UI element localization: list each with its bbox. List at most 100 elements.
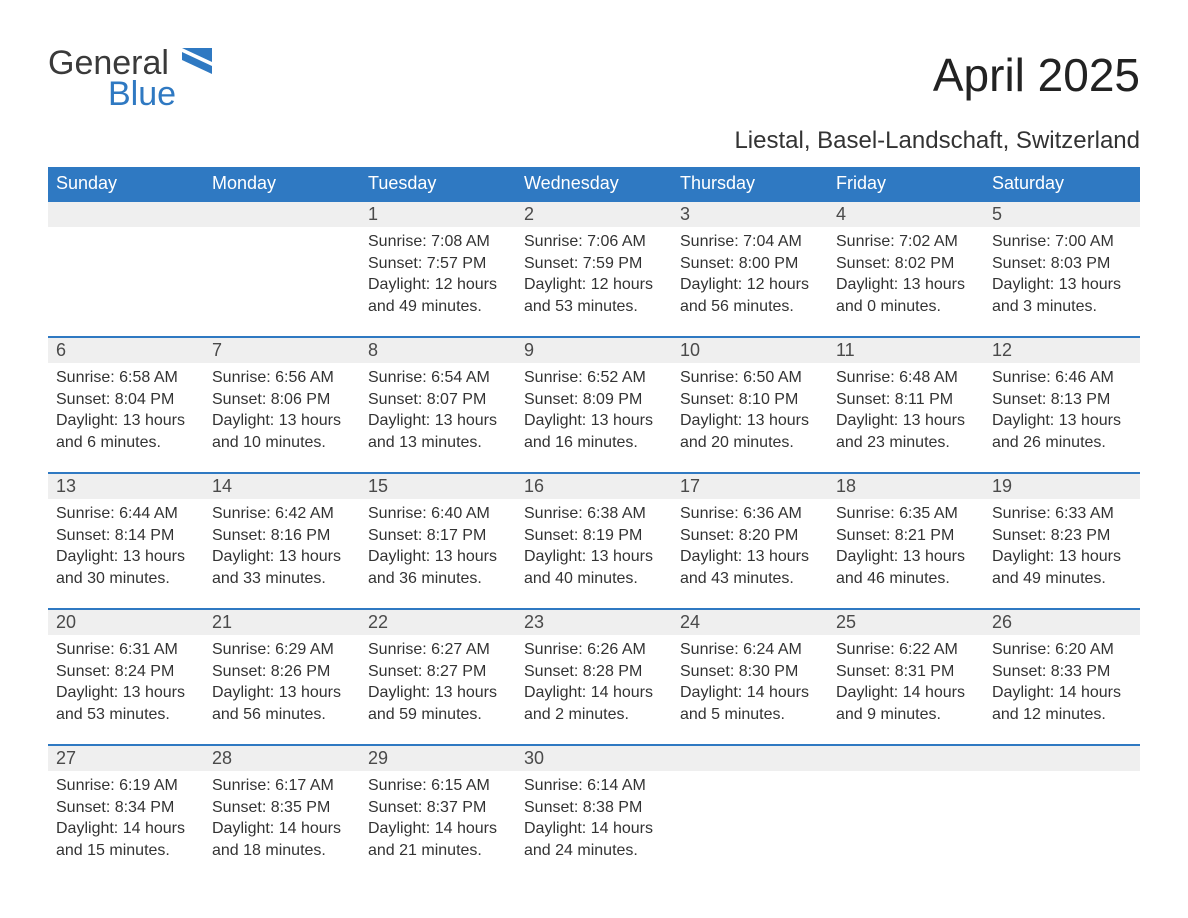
day-detail-text: Sunrise: 6:35 AM Sunset: 8:21 PM Dayligh… <box>836 503 976 589</box>
weekday-header: Thursday <box>672 167 828 201</box>
day-cell <box>48 227 204 337</box>
day-number: 10 <box>672 337 828 363</box>
day-body-row: Sunrise: 7:08 AM Sunset: 7:57 PM Dayligh… <box>48 227 1140 337</box>
day-cell: Sunrise: 6:15 AM Sunset: 8:37 PM Dayligh… <box>360 771 516 881</box>
day-number <box>48 201 204 227</box>
weekday-header: Monday <box>204 167 360 201</box>
day-number: 22 <box>360 609 516 635</box>
day-cell: Sunrise: 6:22 AM Sunset: 8:31 PM Dayligh… <box>828 635 984 745</box>
day-detail-text: Sunrise: 6:40 AM Sunset: 8:17 PM Dayligh… <box>368 503 508 589</box>
day-detail-text: Sunrise: 6:50 AM Sunset: 8:10 PM Dayligh… <box>680 367 820 453</box>
day-cell <box>828 771 984 881</box>
day-number: 7 <box>204 337 360 363</box>
day-detail-text: Sunrise: 7:00 AM Sunset: 8:03 PM Dayligh… <box>992 231 1132 317</box>
day-detail-text: Sunrise: 6:38 AM Sunset: 8:19 PM Dayligh… <box>524 503 664 589</box>
weekday-header: Saturday <box>984 167 1140 201</box>
day-detail-text: Sunrise: 6:14 AM Sunset: 8:38 PM Dayligh… <box>524 775 664 861</box>
flag-icon <box>182 48 212 79</box>
day-detail-text: Sunrise: 6:52 AM Sunset: 8:09 PM Dayligh… <box>524 367 664 453</box>
day-number: 24 <box>672 609 828 635</box>
weekday-header: Tuesday <box>360 167 516 201</box>
day-cell: Sunrise: 6:35 AM Sunset: 8:21 PM Dayligh… <box>828 499 984 609</box>
day-number: 1 <box>360 201 516 227</box>
day-number: 25 <box>828 609 984 635</box>
day-number: 16 <box>516 473 672 499</box>
day-number: 29 <box>360 745 516 771</box>
day-cell: Sunrise: 7:00 AM Sunset: 8:03 PM Dayligh… <box>984 227 1140 337</box>
day-body-row: Sunrise: 6:31 AM Sunset: 8:24 PM Dayligh… <box>48 635 1140 745</box>
day-number: 30 <box>516 745 672 771</box>
day-number-row: 27282930 <box>48 745 1140 771</box>
day-number: 2 <box>516 201 672 227</box>
day-body-row: Sunrise: 6:44 AM Sunset: 8:14 PM Dayligh… <box>48 499 1140 609</box>
day-detail-text: Sunrise: 6:27 AM Sunset: 8:27 PM Dayligh… <box>368 639 508 725</box>
day-number-row: 6789101112 <box>48 337 1140 363</box>
day-number <box>204 201 360 227</box>
day-detail-text: Sunrise: 6:15 AM Sunset: 8:37 PM Dayligh… <box>368 775 508 861</box>
day-cell: Sunrise: 7:06 AM Sunset: 7:59 PM Dayligh… <box>516 227 672 337</box>
day-number <box>828 745 984 771</box>
day-detail-text: Sunrise: 6:46 AM Sunset: 8:13 PM Dayligh… <box>992 367 1132 453</box>
day-number: 23 <box>516 609 672 635</box>
day-cell <box>672 771 828 881</box>
brand-word-2: Blue <box>108 75 176 113</box>
day-cell: Sunrise: 6:26 AM Sunset: 8:28 PM Dayligh… <box>516 635 672 745</box>
day-detail-text: Sunrise: 6:33 AM Sunset: 8:23 PM Dayligh… <box>992 503 1132 589</box>
day-cell: Sunrise: 6:31 AM Sunset: 8:24 PM Dayligh… <box>48 635 204 745</box>
day-number: 14 <box>204 473 360 499</box>
day-cell: Sunrise: 6:29 AM Sunset: 8:26 PM Dayligh… <box>204 635 360 745</box>
day-cell: Sunrise: 6:20 AM Sunset: 8:33 PM Dayligh… <box>984 635 1140 745</box>
day-detail-text: Sunrise: 6:22 AM Sunset: 8:31 PM Dayligh… <box>836 639 976 725</box>
day-number-row: 20212223242526 <box>48 609 1140 635</box>
day-number: 5 <box>984 201 1140 227</box>
day-body-row: Sunrise: 6:19 AM Sunset: 8:34 PM Dayligh… <box>48 771 1140 881</box>
day-cell: Sunrise: 7:08 AM Sunset: 7:57 PM Dayligh… <box>360 227 516 337</box>
day-cell: Sunrise: 6:19 AM Sunset: 8:34 PM Dayligh… <box>48 771 204 881</box>
day-cell: Sunrise: 6:50 AM Sunset: 8:10 PM Dayligh… <box>672 363 828 473</box>
day-number: 18 <box>828 473 984 499</box>
day-number: 8 <box>360 337 516 363</box>
day-cell <box>204 227 360 337</box>
day-cell: Sunrise: 6:44 AM Sunset: 8:14 PM Dayligh… <box>48 499 204 609</box>
day-number: 20 <box>48 609 204 635</box>
day-cell: Sunrise: 6:33 AM Sunset: 8:23 PM Dayligh… <box>984 499 1140 609</box>
day-detail-text: Sunrise: 6:54 AM Sunset: 8:07 PM Dayligh… <box>368 367 508 453</box>
day-cell: Sunrise: 7:04 AM Sunset: 8:00 PM Dayligh… <box>672 227 828 337</box>
header: General Blue April 2025 <box>48 48 1140 109</box>
day-body-row: Sunrise: 6:58 AM Sunset: 8:04 PM Dayligh… <box>48 363 1140 473</box>
weekday-header: Wednesday <box>516 167 672 201</box>
day-number: 4 <box>828 201 984 227</box>
location-subtitle: Liestal, Basel-Landschaft, Switzerland <box>48 127 1140 155</box>
day-cell: Sunrise: 6:56 AM Sunset: 8:06 PM Dayligh… <box>204 363 360 473</box>
day-cell: Sunrise: 6:48 AM Sunset: 8:11 PM Dayligh… <box>828 363 984 473</box>
day-cell <box>984 771 1140 881</box>
day-detail-text: Sunrise: 6:20 AM Sunset: 8:33 PM Dayligh… <box>992 639 1132 725</box>
day-detail-text: Sunrise: 7:06 AM Sunset: 7:59 PM Dayligh… <box>524 231 664 317</box>
day-detail-text: Sunrise: 7:02 AM Sunset: 8:02 PM Dayligh… <box>836 231 976 317</box>
day-cell: Sunrise: 6:38 AM Sunset: 8:19 PM Dayligh… <box>516 499 672 609</box>
day-detail-text: Sunrise: 7:08 AM Sunset: 7:57 PM Dayligh… <box>368 231 508 317</box>
day-number: 15 <box>360 473 516 499</box>
day-detail-text: Sunrise: 6:44 AM Sunset: 8:14 PM Dayligh… <box>56 503 196 589</box>
day-detail-text: Sunrise: 6:24 AM Sunset: 8:30 PM Dayligh… <box>680 639 820 725</box>
day-cell: Sunrise: 6:17 AM Sunset: 8:35 PM Dayligh… <box>204 771 360 881</box>
day-number: 3 <box>672 201 828 227</box>
day-cell: Sunrise: 6:42 AM Sunset: 8:16 PM Dayligh… <box>204 499 360 609</box>
day-number: 6 <box>48 337 204 363</box>
day-number-row: 12345 <box>48 201 1140 227</box>
day-number: 21 <box>204 609 360 635</box>
day-cell: Sunrise: 6:46 AM Sunset: 8:13 PM Dayligh… <box>984 363 1140 473</box>
day-number: 11 <box>828 337 984 363</box>
day-cell: Sunrise: 6:52 AM Sunset: 8:09 PM Dayligh… <box>516 363 672 473</box>
day-cell: Sunrise: 6:24 AM Sunset: 8:30 PM Dayligh… <box>672 635 828 745</box>
day-number: 17 <box>672 473 828 499</box>
brand-logo: General Blue <box>48 48 212 109</box>
day-number-row: 13141516171819 <box>48 473 1140 499</box>
day-cell: Sunrise: 7:02 AM Sunset: 8:02 PM Dayligh… <box>828 227 984 337</box>
calendar-table: Sunday Monday Tuesday Wednesday Thursday… <box>48 167 1140 881</box>
day-detail-text: Sunrise: 6:31 AM Sunset: 8:24 PM Dayligh… <box>56 639 196 725</box>
day-number: 12 <box>984 337 1140 363</box>
weekday-header-row: Sunday Monday Tuesday Wednesday Thursday… <box>48 167 1140 201</box>
day-number: 19 <box>984 473 1140 499</box>
day-detail-text: Sunrise: 6:56 AM Sunset: 8:06 PM Dayligh… <box>212 367 352 453</box>
